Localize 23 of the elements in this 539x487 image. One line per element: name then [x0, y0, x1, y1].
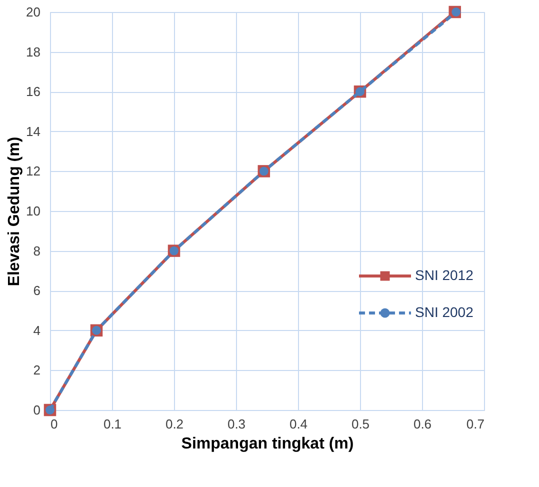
x-tick-label: 0 — [50, 416, 58, 432]
legend-label: SNI 2012 — [415, 267, 474, 283]
y-tick-label: 10 — [26, 204, 40, 218]
y-axis-title: Elevasi Gedung (m) — [6, 136, 24, 286]
y-tick-label: 6 — [33, 283, 40, 298]
y-tick-label: 18 — [26, 44, 40, 60]
x-tick-label: 0.1 — [103, 416, 122, 432]
x-tick-label: 0.4 — [289, 416, 308, 432]
x-tick-label: 0.6 — [413, 416, 432, 432]
y-tick-label: 14 — [26, 124, 40, 139]
x-tick-label: 0.5 — [351, 416, 370, 432]
y-tick-label: 4 — [33, 322, 40, 338]
x-tick-label: 0.3 — [227, 416, 246, 432]
y-tick-label: 12 — [26, 164, 40, 179]
y-tick-label: 16 — [26, 84, 40, 100]
x-tick-label: 0.7 — [466, 416, 484, 432]
y-tick-label: 8 — [33, 243, 40, 258]
y-tick-label: 2 — [33, 362, 40, 378]
x-axis-title: Simpangan tingkat (m) — [181, 436, 354, 452]
x-tick-label: 0.2 — [165, 416, 184, 432]
y-tick-label: 0 — [33, 402, 40, 418]
legend-label: SNI 2002 — [415, 304, 474, 320]
y-tick-label: 20 — [26, 4, 40, 20]
